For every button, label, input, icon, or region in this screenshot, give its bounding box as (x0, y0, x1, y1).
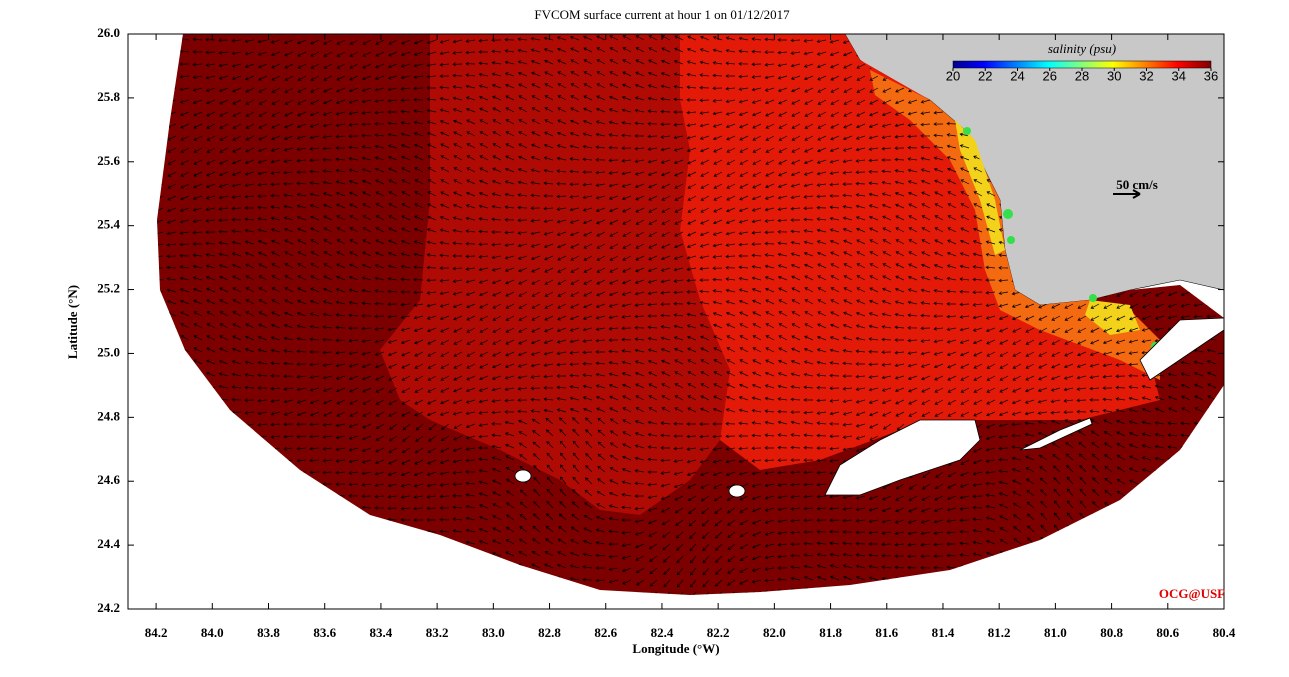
ocean-inner (680, 34, 1160, 470)
x-tick-label: 81.2 (988, 625, 1011, 640)
x-tick-label: 81.4 (932, 625, 955, 640)
colorbar-tick-label: 28 (1075, 68, 1089, 83)
x-tick-label: 84.0 (201, 625, 224, 640)
chart-title: FVCOM surface current at hour 1 on 01/12… (534, 7, 790, 22)
plot-frame (127, 33, 1225, 610)
x-tick-label: 82.0 (763, 625, 786, 640)
colorbar-tick-label: 32 (1139, 68, 1153, 83)
x-tick-label: 84.2 (145, 625, 168, 640)
y-tick-label: 25.6 (97, 153, 120, 168)
x-tick-label: 82.8 (538, 625, 561, 640)
x-tick-label: 81.6 (875, 625, 898, 640)
island (1139, 317, 1225, 381)
x-tick-label: 81.0 (1044, 625, 1067, 640)
colorbar-tick-label: 26 (1043, 68, 1057, 83)
spot (963, 127, 971, 135)
x-tick-label: 80.6 (1156, 625, 1179, 640)
x-tick-label: 83.0 (482, 625, 505, 640)
x-tick-label: 82.6 (594, 625, 617, 640)
scale-label: 50 cm/s (1116, 177, 1158, 192)
x-tick-label: 80.8 (1100, 625, 1123, 640)
y-tick-label: 24.4 (97, 536, 120, 551)
scale-arrow-head (1132, 189, 1141, 199)
y-axis-label: Latitude (°N) (65, 285, 80, 359)
colorbar-tick-label: 24 (1010, 68, 1024, 83)
x-tick-label: 81.8 (819, 625, 842, 640)
island (728, 484, 746, 498)
colorbar-tick-label: 22 (978, 68, 992, 83)
colorbar-tick-label: 20 (946, 68, 960, 83)
x-tick-label: 83.2 (426, 625, 449, 640)
x-tick-label: 83.8 (257, 625, 280, 640)
colorbar-title: salinity (psu) (1048, 41, 1116, 56)
y-tick-label: 24.8 (97, 408, 120, 423)
x-tick-label: 82.4 (651, 625, 674, 640)
y-tick-label: 25.0 (97, 344, 120, 359)
y-tick-label: 25.2 (97, 281, 120, 296)
x-tick-label: 80.4 (1213, 625, 1236, 640)
x-tick-label: 83.6 (313, 625, 336, 640)
islands (514, 317, 1225, 498)
colorbar-tick-label: 36 (1204, 68, 1218, 83)
spot (1007, 236, 1015, 244)
coastal-water (870, 70, 1160, 380)
fresher-water (955, 120, 1140, 335)
y-tick-label: 25.4 (97, 217, 120, 232)
spot (1003, 209, 1013, 219)
y-tick-label: 26.0 (97, 25, 120, 40)
colorbar-tick-label: 30 (1107, 68, 1121, 83)
x-tick-label: 82.2 (707, 625, 730, 640)
x-tick-label: 83.4 (370, 625, 393, 640)
island (824, 419, 981, 496)
y-tick-label: 24.2 (97, 600, 120, 615)
y-tick-label: 24.6 (97, 472, 120, 487)
credit: OCG@USF (1159, 586, 1225, 601)
colorbar-tick-label: 34 (1172, 68, 1186, 83)
colorbar (952, 60, 1212, 69)
x-axis-label: Longitude (°W) (632, 641, 719, 656)
spot (1089, 294, 1097, 302)
island (514, 469, 532, 483)
y-tick-label: 25.8 (97, 89, 120, 104)
ocean-middle (380, 34, 730, 515)
island (1019, 417, 1093, 451)
